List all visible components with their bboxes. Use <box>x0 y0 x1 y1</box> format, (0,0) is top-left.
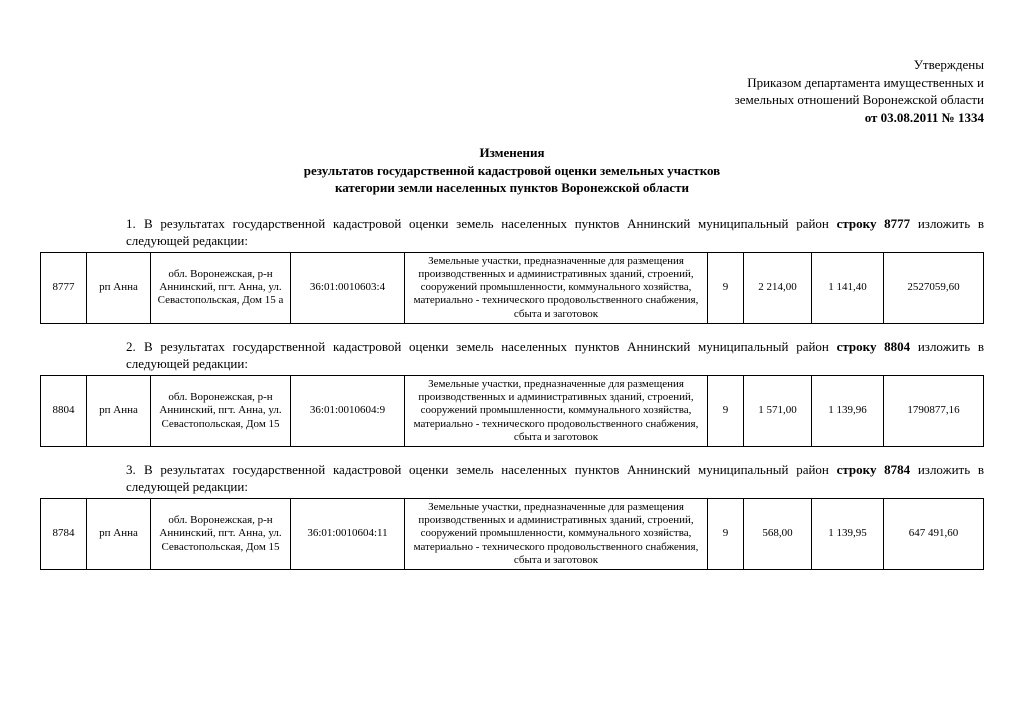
table-row: 8777 рп Анна обл. Воронежская, р-н Аннин… <box>41 252 984 323</box>
cell-rp: рп Анна <box>87 498 151 569</box>
title-line-1: Изменения <box>40 144 984 162</box>
section-1-bold: строку 8777 <box>837 216 911 231</box>
section-1-prefix: В результатах государственной кадастрово… <box>144 216 837 231</box>
cell-n: 9 <box>708 375 744 446</box>
section-3-prefix: В результатах государственной кадастрово… <box>144 462 837 477</box>
cell-v1: 2 214,00 <box>744 252 812 323</box>
cell-cadastre: 36:01:0010604:11 <box>291 498 405 569</box>
cell-address: обл. Воронежская, р-н Аннинский, пгт. Ан… <box>151 375 291 446</box>
cell-address: обл. Воронежская, р-н Аннинский, пгт. Ан… <box>151 252 291 323</box>
section-2-number: 2. <box>126 338 144 356</box>
section-3-bold: строку 8784 <box>837 462 911 477</box>
cell-v2: 1 139,96 <box>812 375 884 446</box>
cell-cadastre: 36:01:0010604:9 <box>291 375 405 446</box>
cell-v3: 647 491,60 <box>884 498 984 569</box>
approval-line-2: Приказом департамента имущественных и <box>40 74 984 92</box>
title-line-2: результатов государственной кадастровой … <box>40 162 984 180</box>
cell-n: 9 <box>708 498 744 569</box>
table-3: 8784 рп Анна обл. Воронежская, р-н Аннин… <box>40 498 984 570</box>
section-3-number: 3. <box>126 461 144 479</box>
approval-block: Утверждены Приказом департамента имущест… <box>40 56 984 126</box>
section-1-number: 1. <box>126 215 144 233</box>
cell-v2: 1 139,95 <box>812 498 884 569</box>
document-title: Изменения результатов государственной ка… <box>40 144 984 197</box>
cell-v2: 1 141,40 <box>812 252 884 323</box>
cell-address: обл. Воронежская, р-н Аннинский, пгт. Ан… <box>151 498 291 569</box>
cell-index: 8784 <box>41 498 87 569</box>
section-3-text: 3.В результатах государственной кадастро… <box>126 461 984 496</box>
table-row: 8804 рп Анна обл. Воронежская, р-н Аннин… <box>41 375 984 446</box>
table-row: 8784 рп Анна обл. Воронежская, р-н Аннин… <box>41 498 984 569</box>
cell-v1: 1 571,00 <box>744 375 812 446</box>
cell-desc: Земельные участки, предназначенные для р… <box>405 498 708 569</box>
section-2-prefix: В результатах государственной кадастрово… <box>144 339 837 354</box>
cell-v3: 1790877,16 <box>884 375 984 446</box>
title-line-3: категории земли населенных пунктов Ворон… <box>40 179 984 197</box>
cell-desc: Земельные участки, предназначенные для р… <box>405 375 708 446</box>
cell-v3: 2527059,60 <box>884 252 984 323</box>
approval-line-3: земельных отношений Воронежской области <box>40 91 984 109</box>
cell-index: 8804 <box>41 375 87 446</box>
cell-desc: Земельные участки, предназначенные для р… <box>405 252 708 323</box>
cell-index: 8777 <box>41 252 87 323</box>
cell-rp: рп Анна <box>87 252 151 323</box>
section-2-text: 2.В результатах государственной кадастро… <box>126 338 984 373</box>
cell-rp: рп Анна <box>87 375 151 446</box>
cell-n: 9 <box>708 252 744 323</box>
section-2-bold: строку 8804 <box>837 339 911 354</box>
cell-v1: 568,00 <box>744 498 812 569</box>
approval-line-1: Утверждены <box>40 56 984 74</box>
approval-line-4: от 03.08.2011 № 1334 <box>40 109 984 127</box>
document-page: Утверждены Приказом департамента имущест… <box>0 0 1024 725</box>
section-1-text: 1.В результатах государственной кадастро… <box>126 215 984 250</box>
cell-cadastre: 36:01:0010603:4 <box>291 252 405 323</box>
table-1: 8777 рп Анна обл. Воронежская, р-н Аннин… <box>40 252 984 324</box>
table-2: 8804 рп Анна обл. Воронежская, р-н Аннин… <box>40 375 984 447</box>
